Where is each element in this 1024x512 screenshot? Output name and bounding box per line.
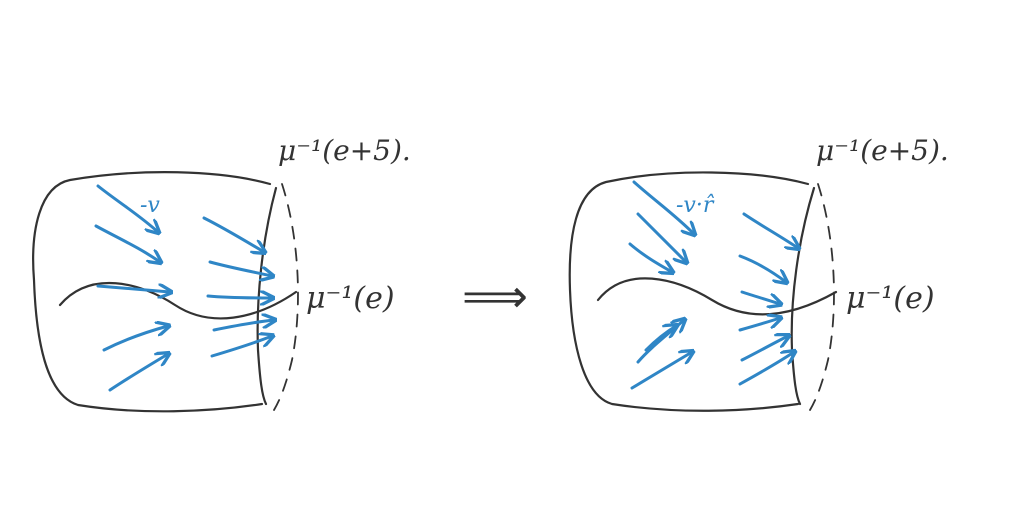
right-region-outline: [568, 171, 810, 412]
right-outer-dashed-boundary: [809, 183, 835, 411]
implies-arrow: ⟹: [462, 269, 528, 323]
flow-arrow: [206, 296, 272, 298]
right-flow-arrows: [628, 180, 798, 390]
flow-arrow: [738, 318, 780, 332]
flow-arrow: [210, 336, 272, 358]
right-panel: -v·r̂ μ⁻¹(e+5). μ⁻¹(e): [568, 134, 949, 412]
flow-arrow: [628, 242, 672, 272]
flow-arrow: [738, 352, 794, 386]
flow-arrow: [738, 254, 786, 282]
right-vector-label: -v·r̂: [676, 193, 715, 218]
left-level-set-curve: [58, 282, 298, 320]
flow-arrow: [94, 224, 160, 262]
right-mid-level-label: μ⁻¹(e): [846, 281, 935, 316]
left-top-level-label: μ⁻¹(e+5).: [278, 134, 411, 167]
left-panel: -v μ⁻¹(e+5). μ⁻¹(e): [32, 134, 411, 413]
right-top-level-label: μ⁻¹(e+5).: [816, 134, 949, 167]
flow-arrow: [202, 216, 264, 252]
flow-arrow: [108, 354, 168, 392]
left-region-outline: [32, 171, 272, 413]
flow-arrow: [632, 180, 694, 234]
flow-arrow: [212, 320, 274, 332]
left-inner-boundary: [256, 186, 278, 406]
left-outer-dashed-boundary: [273, 183, 299, 411]
flow-arrow: [742, 212, 798, 248]
flow-arrow: [96, 286, 170, 292]
flow-arrow: [630, 352, 692, 390]
left-mid-level-label: μ⁻¹(e): [306, 281, 395, 316]
right-inner-boundary: [790, 186, 816, 406]
flow-arrow: [740, 290, 780, 304]
left-flow-arrows: [94, 184, 274, 392]
left-vector-label: -v: [140, 193, 160, 218]
flow-arrow: [636, 212, 686, 262]
flow-arrow: [96, 184, 158, 232]
flow-arrow: [102, 326, 168, 352]
flow-arrow: [644, 326, 676, 352]
right-level-set-curve: [596, 277, 838, 316]
flow-arrow: [740, 336, 788, 362]
flow-arrow: [208, 260, 272, 276]
